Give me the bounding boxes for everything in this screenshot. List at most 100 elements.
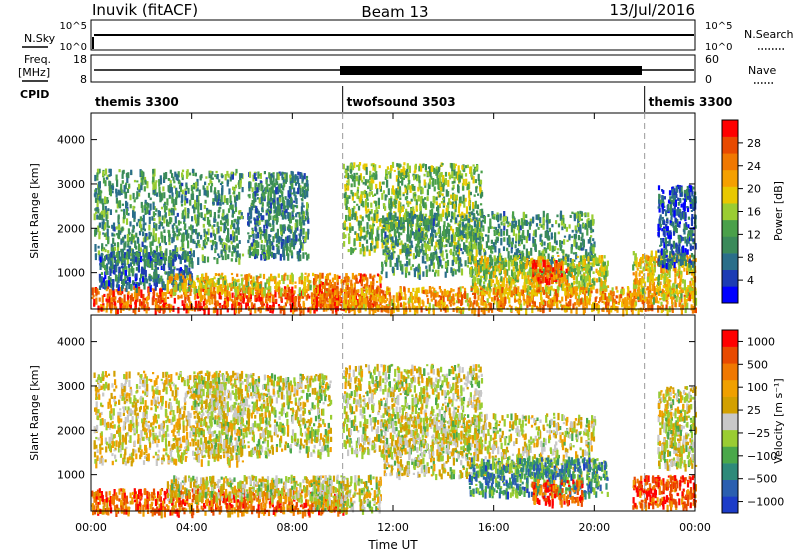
range-cell bbox=[298, 303, 301, 311]
range-cell bbox=[265, 209, 268, 213]
range-cell bbox=[94, 174, 97, 182]
range-cell bbox=[530, 247, 533, 256]
range-cell bbox=[252, 193, 255, 199]
range-cell bbox=[565, 226, 568, 232]
range-cell bbox=[238, 216, 241, 220]
range-cell bbox=[342, 163, 345, 170]
range-cell bbox=[139, 216, 142, 221]
range-cell bbox=[404, 184, 407, 188]
range-cell bbox=[470, 229, 473, 237]
range-cell bbox=[283, 274, 286, 281]
range-cell bbox=[181, 194, 184, 202]
range-cell bbox=[175, 173, 178, 180]
range-cell bbox=[184, 251, 187, 257]
range-cell bbox=[289, 246, 292, 252]
range-cell bbox=[112, 222, 116, 231]
range-cell bbox=[229, 195, 232, 203]
range-cell bbox=[197, 215, 200, 220]
range-cell bbox=[276, 281, 279, 285]
range-cell bbox=[146, 181, 149, 189]
range-cell bbox=[234, 184, 238, 189]
range-cell bbox=[187, 212, 190, 219]
range-cell bbox=[279, 208, 282, 216]
range-cell bbox=[359, 236, 362, 242]
range-cell bbox=[119, 256, 122, 262]
range-cell bbox=[237, 227, 240, 235]
range-cell bbox=[203, 294, 206, 299]
range-cell bbox=[444, 171, 448, 177]
range-cell bbox=[137, 288, 141, 297]
range-cell bbox=[168, 233, 171, 239]
range-cell bbox=[418, 249, 421, 255]
range-cell bbox=[238, 283, 241, 290]
range-cell bbox=[418, 216, 421, 221]
range-cell bbox=[437, 216, 440, 225]
range-cell bbox=[181, 270, 184, 279]
range-cell bbox=[351, 192, 354, 197]
range-cell bbox=[158, 179, 161, 187]
range-cell bbox=[344, 184, 347, 187]
range-cell bbox=[248, 207, 252, 215]
range-cell bbox=[336, 303, 339, 311]
range-cell bbox=[551, 224, 554, 228]
range-cell bbox=[259, 273, 262, 278]
range-cell bbox=[97, 305, 100, 311]
range-cell bbox=[148, 231, 151, 240]
range-cell bbox=[259, 173, 262, 179]
range-cell bbox=[403, 168, 406, 176]
range-cell bbox=[158, 227, 161, 230]
range-cell bbox=[301, 209, 304, 212]
range-cell bbox=[197, 277, 200, 280]
range-cell bbox=[523, 244, 526, 250]
range-cell bbox=[398, 186, 402, 191]
range-cell bbox=[180, 294, 183, 299]
range-cell bbox=[366, 222, 369, 230]
range-cell bbox=[193, 295, 197, 300]
range-cell bbox=[321, 301, 324, 304]
range-cell bbox=[493, 213, 496, 220]
range-cell bbox=[170, 304, 173, 311]
range-cell bbox=[136, 252, 139, 257]
range-cell bbox=[235, 289, 238, 298]
range-cell bbox=[189, 271, 192, 274]
range-cell bbox=[385, 256, 388, 262]
range-cell bbox=[165, 248, 168, 256]
range-cell bbox=[199, 294, 202, 302]
range-cell bbox=[108, 296, 111, 303]
range-cell bbox=[112, 283, 115, 291]
range-cell bbox=[260, 180, 263, 184]
range-cell bbox=[567, 254, 570, 258]
range-cell bbox=[172, 271, 175, 275]
range-cell bbox=[343, 241, 346, 247]
range-cell bbox=[444, 262, 448, 268]
range-cell bbox=[115, 197, 118, 204]
range-cell bbox=[537, 226, 540, 230]
range-cell bbox=[406, 201, 409, 204]
range-cell bbox=[478, 245, 481, 249]
range-cell bbox=[433, 186, 436, 192]
range-cell bbox=[335, 285, 338, 294]
range-cell bbox=[105, 255, 108, 260]
range-cell bbox=[271, 251, 274, 258]
range-cell bbox=[481, 219, 485, 223]
range-cell bbox=[154, 283, 157, 291]
range-cell bbox=[396, 163, 399, 167]
range-cell bbox=[267, 249, 270, 254]
range-cell bbox=[363, 189, 366, 198]
range-cell bbox=[587, 220, 590, 228]
range-cell bbox=[307, 253, 310, 259]
range-cell bbox=[153, 206, 156, 210]
range-cell bbox=[369, 224, 372, 230]
range-cell bbox=[518, 225, 521, 234]
range-cell bbox=[260, 193, 263, 201]
range-cell bbox=[391, 185, 395, 193]
range-cell bbox=[127, 172, 130, 179]
range-cell bbox=[431, 269, 434, 272]
range-cell bbox=[269, 248, 272, 255]
range-cell bbox=[270, 228, 273, 231]
range-cell bbox=[490, 226, 493, 229]
range-cell bbox=[175, 190, 179, 198]
range-cell bbox=[149, 284, 152, 292]
range-cell bbox=[121, 203, 124, 206]
range-cell bbox=[272, 302, 275, 308]
